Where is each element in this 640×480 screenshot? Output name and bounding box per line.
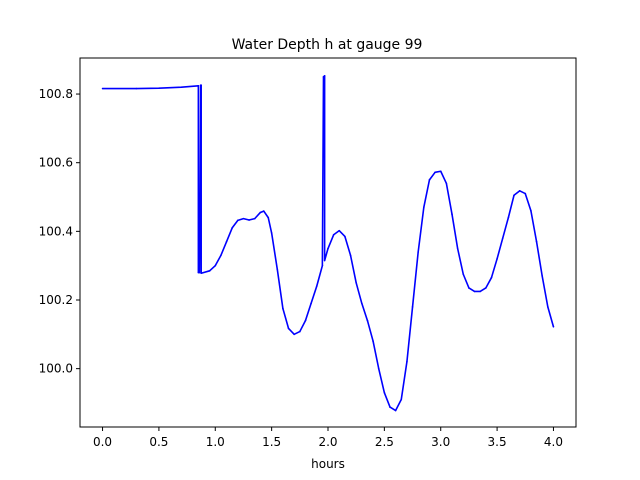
data-point — [513, 194, 515, 197]
data-point — [237, 219, 239, 222]
data-point — [214, 264, 217, 267]
data-point — [349, 254, 352, 257]
data-point — [411, 306, 414, 308]
data-point — [299, 330, 301, 333]
data-point — [479, 290, 481, 293]
data-point — [287, 327, 290, 330]
data-point — [501, 237, 504, 240]
x-tick-label: 0.0 — [93, 435, 112, 449]
data-point — [180, 86, 183, 88]
x-tick-label: 2.0 — [318, 435, 337, 449]
data-point — [220, 254, 222, 257]
data-point — [197, 85, 200, 87]
data-point — [490, 276, 493, 279]
data-point — [270, 232, 273, 234]
data-point — [468, 287, 470, 289]
x-tick-label: 1.5 — [262, 435, 281, 449]
data-point — [310, 302, 312, 305]
data-point — [304, 319, 307, 322]
data-point — [400, 398, 403, 401]
data-point — [434, 171, 436, 174]
data-point — [135, 87, 138, 90]
data-point — [253, 217, 256, 220]
data-point — [321, 264, 324, 267]
data-point — [473, 290, 476, 293]
data-point — [231, 227, 233, 229]
data-point — [547, 306, 549, 308]
y-tick-label: 100.8 — [39, 87, 73, 101]
data-point — [406, 360, 408, 363]
data-point — [462, 273, 465, 276]
x-tick-label: 3.0 — [431, 435, 450, 449]
data-point — [507, 216, 510, 219]
data-point — [535, 240, 538, 243]
data-point — [242, 217, 245, 220]
data-point — [389, 406, 391, 408]
data-point — [282, 307, 284, 310]
data-point — [355, 282, 357, 284]
data-point — [496, 258, 498, 260]
data-point — [332, 233, 335, 236]
y-tick-label: 100.0 — [39, 362, 73, 376]
data-point — [423, 206, 425, 209]
data-point — [293, 333, 295, 336]
x-tick-label: 4.0 — [544, 435, 563, 449]
data-point — [518, 190, 521, 192]
data-point — [158, 87, 160, 90]
data-point — [208, 270, 211, 272]
series-line — [102, 75, 555, 412]
data-point — [530, 209, 532, 212]
y-tick-label: 100.4 — [39, 224, 73, 238]
data-point — [552, 325, 555, 328]
data-point — [323, 259, 326, 262]
x-tick-label: 2.5 — [375, 435, 394, 449]
data-point — [248, 219, 250, 221]
data-point — [338, 229, 341, 232]
chart-title: Water Depth h at gauge 99 — [232, 37, 423, 53]
data-point — [267, 216, 270, 219]
data-point — [439, 170, 442, 173]
data-point — [361, 302, 363, 305]
data-point — [225, 240, 228, 243]
data-point — [456, 247, 459, 250]
data-point — [262, 210, 265, 212]
data-point — [200, 272, 202, 275]
data-point — [451, 213, 453, 215]
y-tick-label: 100.2 — [39, 293, 73, 307]
x-tick-label: 3.5 — [488, 435, 507, 449]
data-point — [323, 75, 326, 77]
data-point — [322, 76, 325, 78]
data-point — [428, 179, 431, 181]
data-point — [200, 84, 202, 86]
data-point — [524, 192, 527, 195]
plot-frame — [79, 57, 577, 428]
data-point — [485, 287, 487, 289]
data-point — [197, 271, 200, 274]
series-group — [101, 75, 555, 412]
x-tick-label: 1.0 — [206, 435, 225, 449]
x-tick-label: 0.5 — [149, 435, 168, 449]
data-point — [101, 87, 104, 90]
data-point — [259, 211, 262, 214]
data-point — [377, 367, 380, 370]
data-point — [198, 271, 201, 274]
data-point — [366, 319, 369, 322]
data-point — [383, 391, 386, 394]
data-point — [315, 285, 318, 288]
y-tick-label: 100.6 — [39, 156, 73, 170]
axis-ticks: 0.0 0.5 1.0 1.5 2.0 2.5 3.0 3.5 4.0 100.0 100.2 100… — [39, 87, 563, 449]
data-point — [445, 182, 448, 185]
data-point — [394, 409, 397, 412]
data-point — [541, 275, 543, 277]
x-axis-label: hours — [311, 457, 345, 471]
data-point — [327, 247, 329, 250]
data-point — [372, 340, 374, 342]
data-point — [276, 268, 279, 270]
data-point — [344, 235, 346, 238]
data-point — [417, 251, 419, 253]
